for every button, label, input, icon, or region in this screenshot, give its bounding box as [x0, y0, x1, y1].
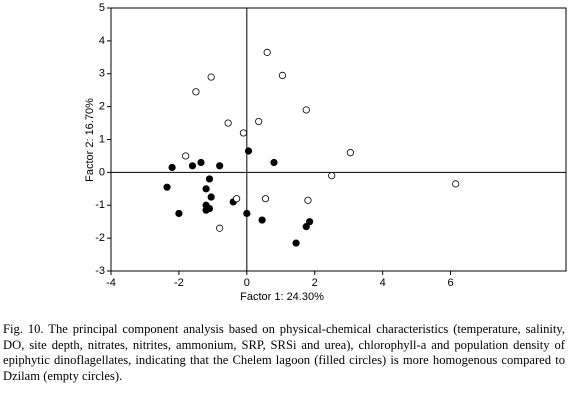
y-axis-label: Factor 2: 16.70%: [84, 98, 96, 182]
point: [244, 147, 253, 155]
plot-frame: [110, 7, 567, 272]
x-tick-label: 2: [312, 277, 318, 289]
point: [304, 196, 312, 204]
y-tick-label: 2: [99, 101, 105, 113]
point: [243, 209, 251, 218]
point: [205, 175, 214, 183]
x-axis-label: Factor 1: 24.30%: [240, 291, 324, 303]
x-tick-label: 0: [244, 277, 250, 289]
point: [188, 162, 197, 170]
point: [163, 183, 171, 191]
y-tick-label: -3: [95, 265, 105, 277]
caption: Fig. 10. The principal component analysi…: [3, 322, 565, 383]
point: [233, 195, 241, 203]
point: [182, 152, 190, 160]
point: [216, 224, 224, 232]
point: [224, 119, 232, 127]
point: [239, 129, 248, 137]
x-tick-label: 4: [380, 277, 386, 289]
point: [175, 209, 183, 218]
y-tick-label: 4: [99, 35, 105, 47]
y-tick-label: 5: [99, 2, 105, 14]
chart: Factor 1: 24.30% Factor 2: 16.70% -4 -2 0 2…: [84, 2, 567, 303]
point: [263, 48, 271, 56]
point: [306, 218, 314, 226]
x-tick-label: 6: [447, 277, 453, 289]
point: [302, 106, 310, 114]
y-tick-label: -1: [95, 199, 105, 211]
point: [202, 185, 210, 193]
point: [197, 158, 205, 167]
y-tick-label: 1: [99, 133, 105, 145]
point: [192, 88, 200, 96]
y-tick-label: -2: [95, 232, 105, 244]
point: [168, 163, 176, 172]
point: [202, 206, 210, 214]
point: [207, 73, 215, 81]
point: [292, 239, 300, 247]
point: [328, 172, 336, 180]
y-tick-label: 3: [99, 68, 105, 80]
point: [255, 117, 263, 126]
y-tick-label: 0: [99, 166, 105, 178]
x-tick-label: -2: [174, 277, 184, 289]
point: [302, 223, 310, 231]
point: [207, 193, 215, 201]
point: [346, 149, 354, 157]
point: [258, 216, 266, 224]
point: [261, 195, 270, 203]
point: [216, 162, 224, 170]
point: [278, 71, 287, 79]
point: [452, 180, 460, 188]
x-tick-label: -4: [106, 277, 116, 289]
point: [270, 158, 278, 167]
